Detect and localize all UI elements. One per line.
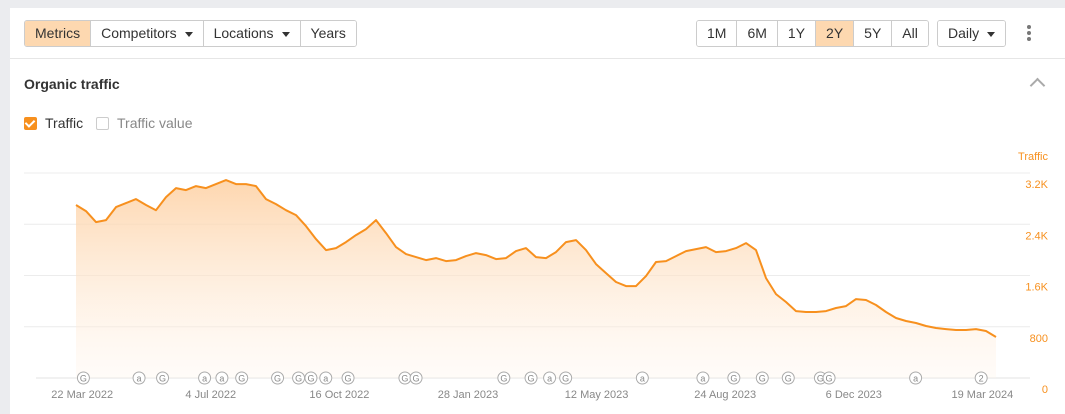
checkbox-unchecked-icon xyxy=(96,116,109,130)
traffic-area xyxy=(76,180,996,378)
annotation-label: G xyxy=(159,374,166,384)
annotation-label: a xyxy=(202,374,207,384)
annotation-label: G xyxy=(500,374,507,384)
annotation-marker[interactable] xyxy=(341,371,355,385)
interval-button[interactable]: Daily xyxy=(938,21,1006,46)
x-tick-label: 16 Oct 2022 xyxy=(309,389,369,401)
annotation-label: G xyxy=(274,374,281,384)
annotation-marker[interactable] xyxy=(559,371,573,385)
annotation-label: a xyxy=(640,374,645,384)
y-tick-label: 2.4K xyxy=(1025,230,1048,242)
annotation-label: G xyxy=(413,374,420,384)
annotation-label: G xyxy=(345,374,352,384)
annotation-marker[interactable] xyxy=(409,371,423,385)
annotation-label: a xyxy=(547,374,552,384)
annotation-label: G xyxy=(401,374,408,384)
annotation-marker[interactable] xyxy=(974,371,988,385)
annotation-marker[interactable] xyxy=(215,371,229,385)
range-all[interactable]: All xyxy=(892,21,928,46)
annotation-label: 2 xyxy=(979,374,984,384)
annotation-label: G xyxy=(307,374,314,384)
caret-down-icon xyxy=(987,31,996,37)
x-tick-label: 6 Dec 2023 xyxy=(826,389,882,401)
annotation-marker[interactable] xyxy=(727,371,741,385)
y-tick-label: 0 xyxy=(1042,384,1048,396)
annotation-label: G xyxy=(562,374,569,384)
range-selector: 1M 6M 1Y 2Y 5Y All xyxy=(696,20,929,47)
annotation-marker[interactable] xyxy=(543,371,557,385)
annotation-marker[interactable] xyxy=(909,371,923,385)
interval-label: Daily xyxy=(948,25,980,41)
x-tick-label: 12 May 2023 xyxy=(565,389,629,401)
x-tick-label: 24 Aug 2023 xyxy=(694,389,756,401)
caret-down-icon xyxy=(184,31,193,37)
y-tick-label: 800 xyxy=(1030,333,1048,345)
annotation-label: a xyxy=(219,374,224,384)
x-tick-label: 28 Jan 2023 xyxy=(438,389,499,401)
annotation-label: G xyxy=(817,374,824,384)
view-tabs: Metrics Competitors Locations Years xyxy=(24,20,357,47)
annotation-marker[interactable] xyxy=(156,371,170,385)
annotation-label: G xyxy=(295,374,302,384)
annotation-marker[interactable] xyxy=(524,371,538,385)
locations-dropdown[interactable]: Locations xyxy=(203,21,301,46)
annotation-marker[interactable] xyxy=(755,371,769,385)
tab-years[interactable]: Years xyxy=(300,21,356,46)
divider xyxy=(10,58,1065,59)
annotation-marker[interactable] xyxy=(781,371,795,385)
annotation-label: a xyxy=(700,374,705,384)
annotation-label: a xyxy=(323,374,328,384)
kebab-vertical-icon[interactable] xyxy=(1027,25,1031,41)
annotation-marker[interactable] xyxy=(319,371,333,385)
annotation-marker[interactable] xyxy=(497,371,511,385)
competitors-label: Competitors xyxy=(101,25,177,41)
annotation-label: G xyxy=(785,374,792,384)
caret-down-icon xyxy=(281,31,290,37)
annotation-label: G xyxy=(826,374,833,384)
competitors-dropdown[interactable]: Competitors xyxy=(91,21,204,46)
locations-label: Locations xyxy=(213,25,274,41)
annotation-marker[interactable] xyxy=(822,371,836,385)
range-1m[interactable]: 1M xyxy=(697,21,738,46)
range-1y[interactable]: 1Y xyxy=(777,21,817,46)
range-2y[interactable]: 2Y xyxy=(816,21,855,46)
traffic-value-checkbox[interactable]: Traffic value xyxy=(96,115,192,131)
range-6m[interactable]: 6M xyxy=(737,21,778,46)
y-tick-label: 1.6K xyxy=(1025,282,1048,294)
annotation-marker[interactable] xyxy=(132,371,146,385)
annotation-marker[interactable] xyxy=(635,371,649,385)
annotation-label: a xyxy=(913,374,918,384)
annotation-label: G xyxy=(80,374,87,384)
annotation-marker[interactable] xyxy=(271,371,285,385)
tab-metrics[interactable]: Metrics xyxy=(25,21,92,46)
annotation-label: a xyxy=(137,374,142,384)
traffic-value-label: Traffic value xyxy=(117,115,193,131)
annotation-marker[interactable] xyxy=(696,371,710,385)
x-tick-label: 4 Jul 2022 xyxy=(185,389,236,401)
traffic-label: Traffic xyxy=(45,115,84,131)
annotation-label: G xyxy=(730,374,737,384)
annotation-marker[interactable] xyxy=(235,371,249,385)
y-axis-label: Traffic xyxy=(1018,151,1048,163)
traffic-line xyxy=(75,179,997,338)
range-5y[interactable]: 5Y xyxy=(854,21,893,46)
annotation-label: G xyxy=(528,374,535,384)
y-tick-label: 3.2K xyxy=(1025,179,1048,191)
checkbox-checked-icon xyxy=(24,116,37,130)
annotation-marker[interactable] xyxy=(76,371,90,385)
annotation-marker[interactable] xyxy=(198,371,212,385)
annotation-label: G xyxy=(759,374,766,384)
x-tick-label: 19 Mar 2024 xyxy=(952,389,1014,401)
annotation-marker[interactable] xyxy=(304,371,318,385)
interval-dropdown[interactable]: Daily xyxy=(937,20,1007,47)
annotation-label: G xyxy=(238,374,245,384)
section-title: Organic traffic xyxy=(24,76,120,92)
traffic-checkbox[interactable]: Traffic xyxy=(24,115,83,131)
x-tick-label: 22 Mar 2022 xyxy=(51,389,113,401)
